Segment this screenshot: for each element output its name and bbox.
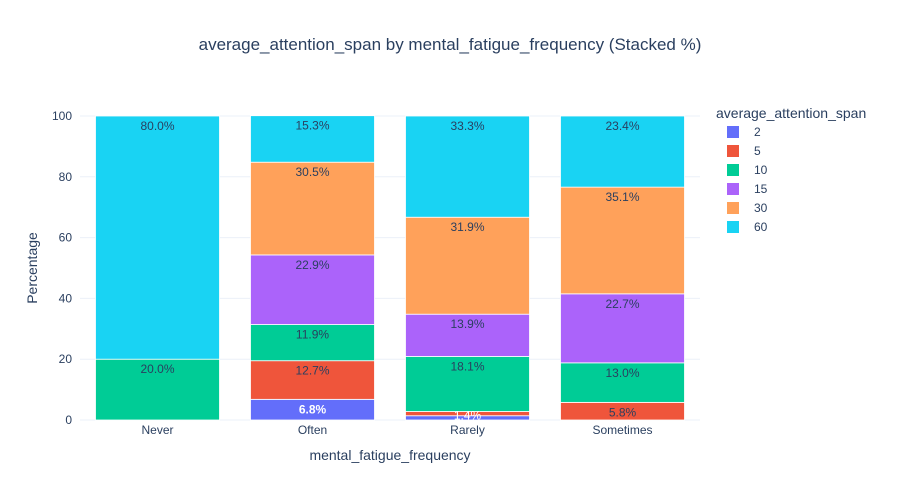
data-label: 18.1% bbox=[450, 359, 484, 373]
bar-segment bbox=[95, 115, 220, 360]
x-tick-label: Never bbox=[141, 423, 173, 437]
data-label: 20.0% bbox=[140, 362, 174, 376]
y-tick-label: 100 bbox=[52, 109, 72, 123]
y-tick-label: 0 bbox=[65, 413, 72, 427]
bar-segment bbox=[560, 362, 685, 403]
data-label: 13.9% bbox=[450, 317, 484, 331]
data-label: 23.4% bbox=[605, 119, 639, 133]
bar-segment bbox=[250, 254, 375, 325]
legend-title: average_attention_span bbox=[716, 105, 866, 121]
legend-item-label: 2 bbox=[754, 125, 761, 139]
legend-item-label: 10 bbox=[754, 163, 768, 177]
x-axis-title: mental_fatigue_frequency bbox=[309, 447, 470, 463]
data-label: 5.8% bbox=[609, 405, 637, 419]
data-label: 31.9% bbox=[450, 220, 484, 234]
data-label: 35.1% bbox=[605, 190, 639, 204]
x-axis-ticks: Never Often Rarely Sometimes bbox=[141, 423, 652, 437]
bar-segment bbox=[405, 313, 530, 357]
y-tick-label: 40 bbox=[59, 291, 73, 305]
legend-swatch bbox=[727, 126, 739, 138]
legend-swatch bbox=[727, 183, 739, 195]
bar-segment bbox=[405, 115, 530, 218]
data-label: 22.7% bbox=[605, 297, 639, 311]
y-tick-label: 80 bbox=[59, 170, 73, 184]
data-label: 13.0% bbox=[605, 366, 639, 380]
bar-segment bbox=[405, 216, 530, 315]
data-label: 33.3% bbox=[450, 119, 484, 133]
legend-item-label: 15 bbox=[754, 182, 768, 196]
legend-swatch bbox=[727, 164, 739, 176]
segment-labels: 20.0% 80.0% 6.8% 12.7% 11.9% 22.9% 30.5% 15.3% 1… bbox=[140, 119, 639, 423]
legend-item-label: 60 bbox=[754, 220, 768, 234]
bar-segment bbox=[250, 115, 375, 163]
data-label: 12.7% bbox=[295, 364, 329, 378]
bar-segment bbox=[95, 358, 220, 421]
y-axis-ticks: 0 20 40 60 80 100 bbox=[52, 109, 72, 427]
bar-segment bbox=[250, 360, 375, 400]
legend: average_attention_span 2 5 10 15 30 60 bbox=[716, 105, 866, 234]
chart-title: average_attention_span by mental_fatigue… bbox=[199, 35, 702, 54]
y-tick-label: 20 bbox=[59, 352, 73, 366]
data-label: 11.9% bbox=[296, 328, 329, 342]
y-axis-title: Percentage bbox=[24, 232, 40, 304]
data-label: 6.8% bbox=[299, 402, 327, 416]
x-tick-label: Often bbox=[298, 423, 327, 437]
legend-item-label: 30 bbox=[754, 201, 768, 215]
bar-segment bbox=[405, 356, 530, 412]
legend-swatch bbox=[727, 145, 739, 157]
data-label: 80.0% bbox=[140, 119, 174, 133]
data-label: 22.9% bbox=[295, 258, 329, 272]
data-label: 1.4% bbox=[454, 408, 482, 422]
x-tick-label: Sometimes bbox=[592, 423, 652, 437]
data-label: 30.5% bbox=[295, 165, 329, 179]
bar-segment bbox=[250, 324, 375, 362]
bar-segment bbox=[560, 293, 685, 364]
bar-segment bbox=[250, 161, 375, 256]
bars bbox=[95, 115, 685, 421]
y-tick-label: 60 bbox=[59, 231, 73, 245]
bar-segment bbox=[560, 186, 685, 295]
data-label: 15.3% bbox=[295, 119, 329, 133]
legend-item-label: 5 bbox=[754, 144, 761, 158]
legend-swatch bbox=[727, 221, 739, 233]
legend-swatch bbox=[727, 202, 739, 214]
x-tick-label: Rarely bbox=[450, 423, 485, 437]
bar-segment bbox=[560, 115, 685, 188]
